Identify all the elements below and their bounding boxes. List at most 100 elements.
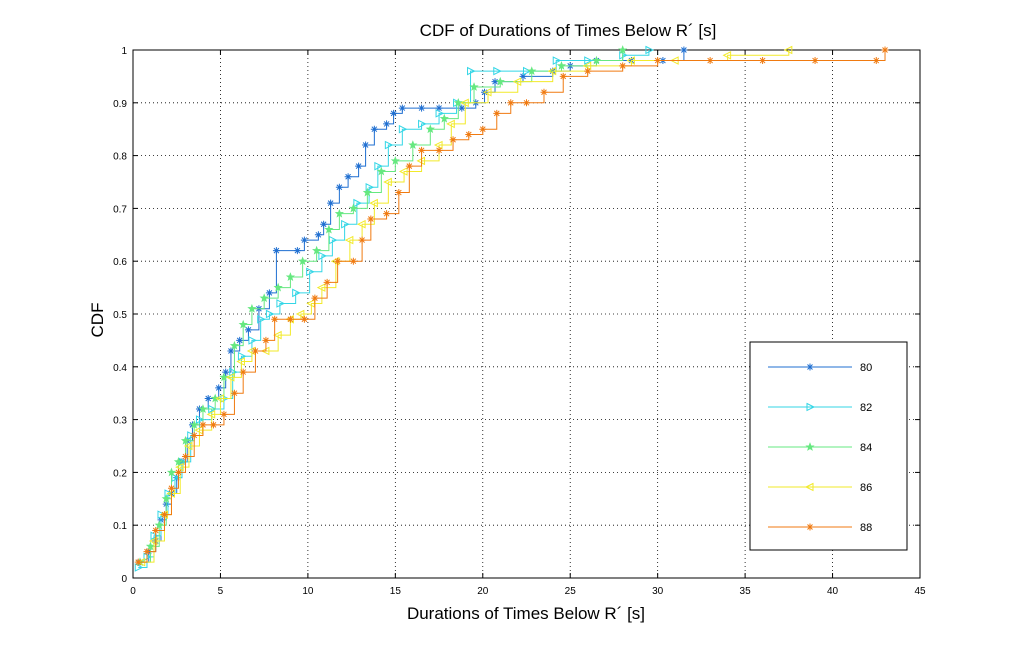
data-point bbox=[238, 319, 248, 329]
data-point bbox=[435, 104, 443, 112]
data-point bbox=[491, 78, 499, 86]
x-axis-label: Durations of Times Below R´ [s] bbox=[407, 604, 645, 623]
data-point bbox=[323, 278, 331, 286]
data-point bbox=[584, 56, 593, 65]
data-point bbox=[209, 421, 217, 429]
data-point bbox=[237, 351, 247, 361]
data-point bbox=[383, 120, 391, 128]
data-point bbox=[229, 340, 240, 350]
data-point bbox=[349, 257, 357, 265]
data-point bbox=[239, 368, 247, 376]
data-point bbox=[276, 299, 286, 308]
data-point bbox=[271, 315, 279, 323]
data-point bbox=[356, 219, 366, 229]
x-axis-ticks: 0 5 10 15 20 25 30 35 40 45 bbox=[130, 50, 926, 597]
data-point bbox=[654, 57, 662, 65]
data-point bbox=[173, 456, 184, 466]
data-point bbox=[262, 336, 270, 344]
data-point bbox=[353, 198, 362, 208]
legend-label: 84 bbox=[860, 442, 872, 454]
series-80 bbox=[136, 46, 688, 566]
data-point bbox=[341, 219, 350, 229]
data-point bbox=[469, 82, 479, 91]
legend-box bbox=[749, 341, 908, 551]
x-tick-label: 40 bbox=[827, 586, 839, 597]
data-point bbox=[453, 97, 463, 107]
data-point bbox=[384, 140, 394, 150]
legend: 80 82 84 86 88 bbox=[749, 341, 908, 551]
data-point bbox=[150, 531, 160, 541]
series-line-84 bbox=[140, 50, 624, 563]
data-point bbox=[523, 66, 532, 76]
data-point bbox=[222, 368, 230, 376]
data-point bbox=[161, 493, 171, 503]
data-point bbox=[198, 404, 208, 413]
data-point bbox=[362, 187, 372, 197]
x-tick-label: 5 bbox=[218, 586, 224, 597]
data-point bbox=[259, 293, 269, 303]
data-point bbox=[398, 167, 408, 176]
series-84 bbox=[135, 45, 628, 567]
data-point bbox=[467, 66, 476, 76]
data-point bbox=[247, 303, 257, 313]
y-tick-label: 0.3 bbox=[113, 416, 127, 427]
data-point bbox=[418, 104, 426, 112]
x-tick-label: 30 bbox=[652, 586, 664, 597]
series-line-88 bbox=[138, 50, 886, 563]
data-point bbox=[143, 552, 153, 562]
data-point bbox=[167, 484, 175, 492]
data-point bbox=[519, 72, 527, 80]
data-point bbox=[311, 294, 319, 302]
data-point bbox=[344, 173, 352, 181]
data-point bbox=[166, 467, 177, 477]
data-point bbox=[189, 420, 199, 429]
data-point bbox=[164, 489, 174, 498]
data-point-legend bbox=[804, 482, 814, 492]
data-point bbox=[320, 220, 328, 228]
data-point bbox=[390, 109, 398, 117]
data-point bbox=[465, 130, 473, 138]
data-point bbox=[195, 405, 203, 413]
data-point bbox=[365, 182, 375, 192]
data-point bbox=[344, 235, 354, 245]
data-point bbox=[493, 66, 502, 76]
y-tick-label: 0.5 bbox=[113, 310, 127, 321]
data-point bbox=[367, 215, 375, 223]
data-point bbox=[145, 541, 156, 551]
data-point bbox=[591, 55, 602, 65]
data-point bbox=[418, 119, 427, 129]
grid bbox=[133, 50, 920, 578]
x-tick-label: 10 bbox=[302, 586, 314, 597]
data-point-legend bbox=[805, 442, 815, 451]
x-tick-label: 35 bbox=[740, 586, 752, 597]
series-88 bbox=[134, 46, 889, 566]
data-point bbox=[405, 162, 413, 170]
data-point bbox=[482, 87, 492, 97]
data-point bbox=[134, 558, 142, 566]
data-point bbox=[507, 99, 515, 107]
data-point bbox=[194, 425, 203, 435]
data-point bbox=[174, 468, 182, 476]
data-point bbox=[215, 394, 224, 403]
series-layer bbox=[134, 45, 889, 572]
data-point bbox=[316, 283, 326, 292]
data-point bbox=[181, 453, 189, 461]
data-point bbox=[334, 208, 344, 218]
data-point bbox=[355, 162, 363, 170]
data-point bbox=[416, 156, 426, 166]
data-point bbox=[493, 109, 501, 117]
data-point bbox=[418, 146, 426, 154]
data-point bbox=[547, 66, 557, 76]
y-tick-label: 0 bbox=[121, 574, 127, 585]
data-point bbox=[300, 236, 308, 244]
x-tick-label: 25 bbox=[565, 586, 577, 597]
data-point bbox=[680, 46, 688, 54]
data-point bbox=[559, 72, 567, 80]
data-point bbox=[175, 462, 184, 472]
data-point bbox=[298, 256, 308, 266]
legend-entry-82: 82 bbox=[768, 402, 872, 414]
legend-label: 86 bbox=[860, 482, 872, 494]
data-point bbox=[395, 189, 403, 197]
data-point bbox=[383, 177, 392, 187]
data-point bbox=[358, 236, 366, 244]
